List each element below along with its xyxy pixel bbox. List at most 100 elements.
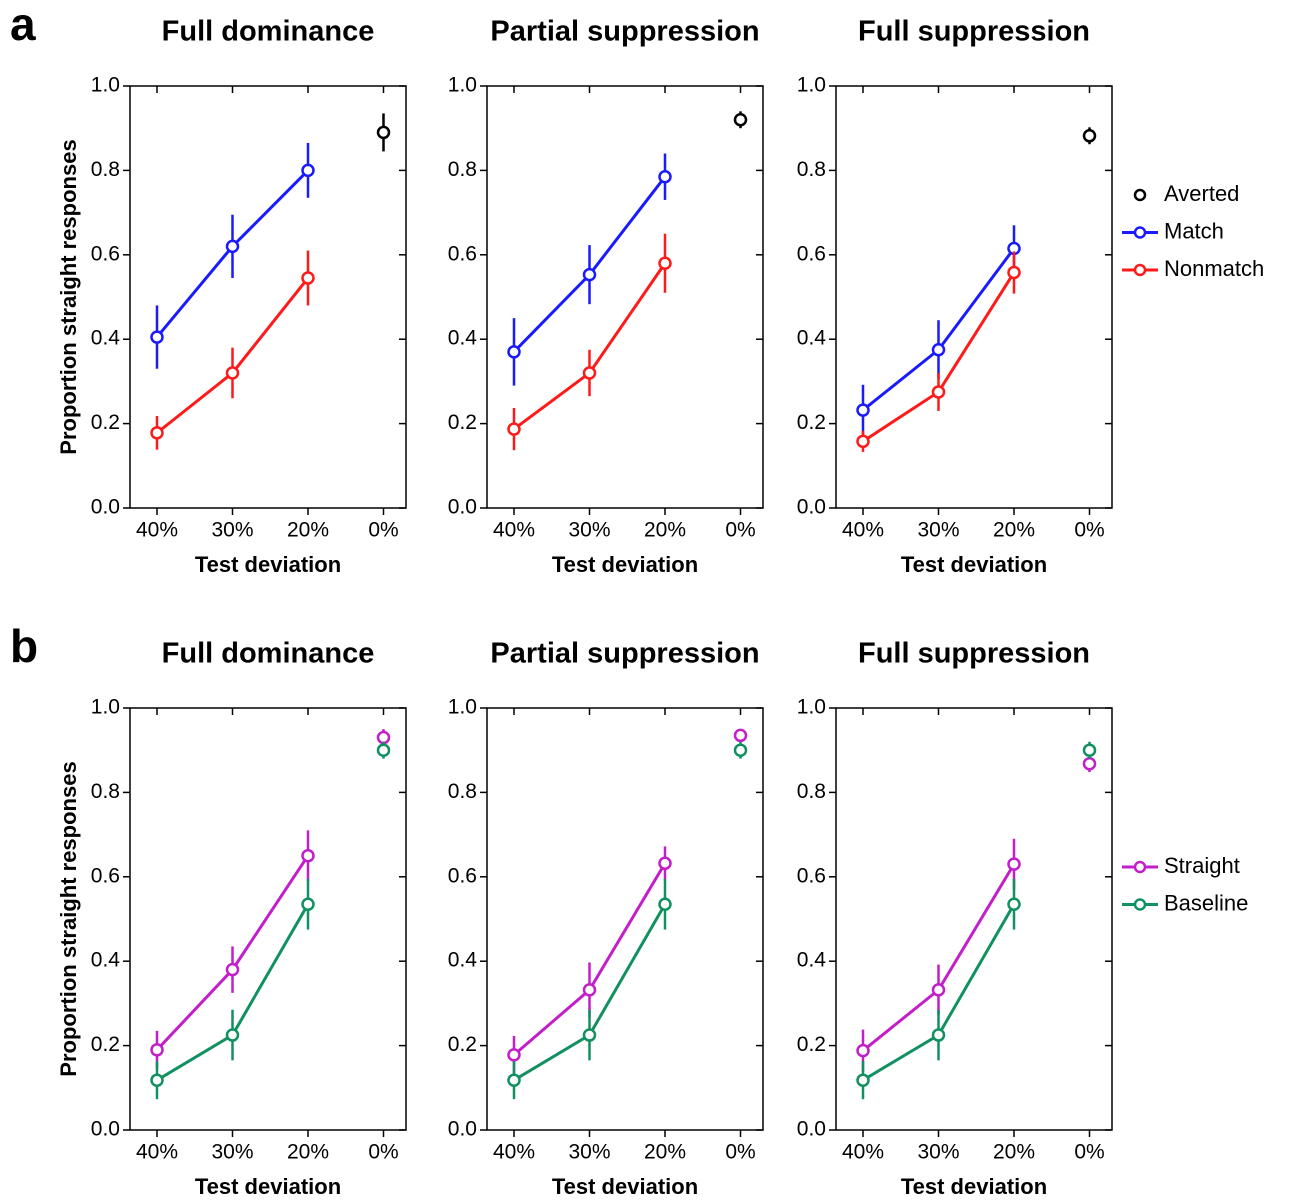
data-point: [931, 385, 946, 399]
y-tick-label: 0.2: [91, 1033, 120, 1056]
x-tick-label: 30%: [917, 1141, 959, 1164]
x-tick-label: 30%: [917, 519, 959, 542]
y-tick-label: 0.8: [797, 780, 826, 803]
x-tick-label: 0%: [368, 1141, 398, 1164]
y-tick-label: 0.4: [448, 949, 478, 972]
y-tick-label: 0.6: [91, 242, 120, 265]
x-axis-label: Test deviation: [552, 552, 698, 577]
data-point: [733, 743, 748, 757]
data-point: [582, 267, 597, 282]
x-tick-label: 30%: [568, 519, 610, 542]
y-tick-label: 0.6: [91, 864, 120, 887]
y-tick-label: 1.0: [448, 74, 477, 97]
data-point: [301, 848, 315, 863]
data-point: [931, 983, 946, 997]
x-tick-label: 30%: [568, 1141, 610, 1164]
y-tick-label: 0.2: [448, 411, 477, 434]
y-tick-label: 0.4: [797, 327, 827, 350]
x-tick-label: 40%: [842, 519, 884, 542]
y-tick-label: 1.0: [797, 74, 826, 97]
x-tick-label: 40%: [136, 1141, 178, 1164]
x-tick-label: 0%: [1074, 1141, 1104, 1164]
y-tick-label: 1.0: [797, 696, 826, 719]
legend-label: Straight: [1164, 853, 1240, 878]
y-tick-label: 0.8: [91, 158, 120, 181]
x-axis-label: Test deviation: [901, 1174, 1047, 1199]
y-tick-label: 0.6: [448, 864, 477, 887]
plot-frame: [835, 85, 1113, 509]
data-point: [1082, 129, 1097, 143]
legend-label: Baseline: [1164, 890, 1248, 915]
data-point: [1082, 743, 1097, 757]
data-point: [658, 256, 672, 270]
plot-frame: [835, 707, 1113, 1131]
data-point: [931, 1028, 946, 1042]
x-tick-label: 0%: [1074, 519, 1104, 542]
x-axis-label: Test deviation: [195, 552, 341, 577]
data-point: [733, 728, 748, 743]
x-axis-label: Test deviation: [552, 1174, 698, 1199]
data-point: [658, 897, 672, 911]
y-tick-label: 0.6: [448, 242, 477, 265]
x-tick-label: 30%: [211, 519, 253, 542]
x-tick-label: 20%: [644, 1141, 686, 1164]
data-point: [856, 1043, 870, 1058]
data-point: [225, 366, 240, 380]
data-point: [1007, 265, 1021, 280]
x-tick-label: 0%: [368, 519, 398, 542]
data-point: [301, 271, 315, 285]
y-tick-label: 1.0: [91, 696, 120, 719]
legend-marker: [1133, 226, 1147, 239]
y-tick-label: 0.8: [91, 780, 120, 803]
data-point: [582, 1028, 597, 1042]
data-point: [376, 125, 391, 140]
data-point: [1082, 756, 1097, 771]
x-tick-label: 30%: [211, 1141, 253, 1164]
x-tick-label: 40%: [136, 519, 178, 542]
data-point: [856, 403, 870, 417]
data-point: [856, 1073, 870, 1087]
chart-title: Partial suppression: [490, 16, 759, 48]
y-axis-label: Proportion straight responses: [56, 139, 81, 454]
y-tick-label: 0.2: [448, 1033, 477, 1056]
data-point: [658, 856, 672, 871]
y-tick-label: 0.2: [91, 411, 120, 434]
y-tick-label: 0.0: [448, 496, 477, 519]
data-point: [507, 422, 521, 436]
data-point: [733, 113, 748, 127]
data-point: [582, 983, 597, 997]
legend-marker: [1133, 898, 1147, 911]
plot-frame: [129, 85, 407, 509]
y-tick-label: 0.4: [91, 327, 121, 350]
plot-frame: [486, 85, 764, 509]
y-tick-label: 0.0: [797, 1118, 826, 1141]
data-point: [376, 743, 391, 757]
legend-marker: [1133, 860, 1147, 874]
data-point: [150, 330, 164, 344]
data-point: [931, 343, 946, 357]
x-tick-label: 20%: [287, 519, 329, 542]
data-point: [1007, 897, 1021, 911]
y-tick-label: 1.0: [448, 696, 477, 719]
legend-label: Nonmatch: [1164, 256, 1264, 281]
data-point: [301, 163, 315, 178]
y-tick-label: 0.2: [797, 411, 826, 434]
y-tick-label: 1.0: [91, 74, 120, 97]
data-point: [225, 962, 240, 977]
chart-title: Full suppression: [858, 638, 1090, 670]
x-tick-label: 0%: [725, 1141, 755, 1164]
y-tick-label: 0.0: [797, 496, 826, 519]
panel-label: b: [10, 620, 38, 672]
x-tick-label: 20%: [993, 1141, 1035, 1164]
y-tick-label: 0.8: [448, 780, 477, 803]
chart-title: Full dominance: [162, 16, 375, 48]
x-tick-label: 20%: [644, 519, 686, 542]
data-point: [856, 434, 870, 449]
panel-label: a: [10, 0, 36, 50]
data-point: [658, 169, 672, 184]
y-tick-label: 0.6: [797, 864, 826, 887]
y-tick-label: 0.0: [91, 496, 120, 519]
data-point: [225, 1028, 240, 1042]
chart-title: Full dominance: [162, 638, 375, 670]
